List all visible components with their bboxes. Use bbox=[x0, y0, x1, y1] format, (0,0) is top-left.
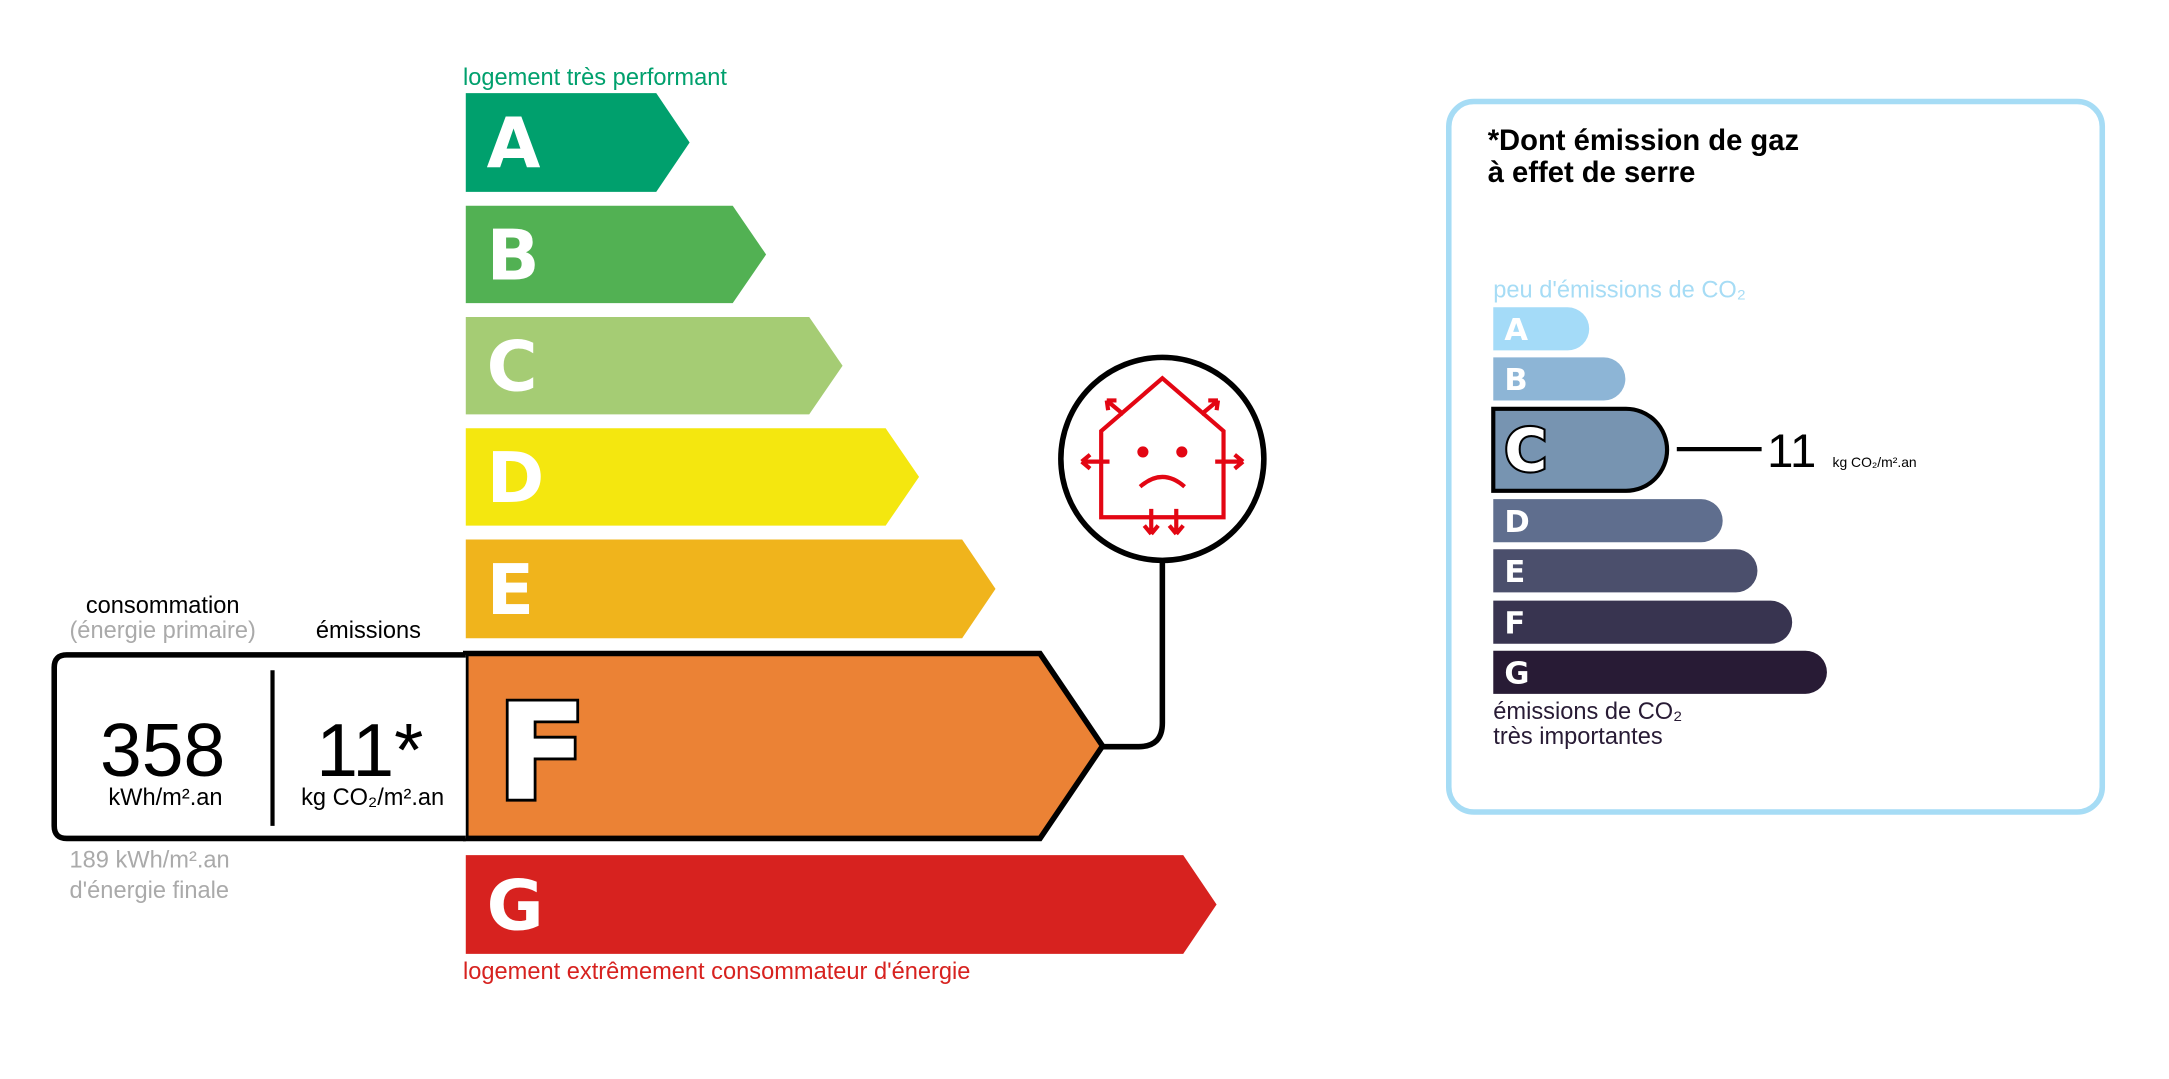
ges-class-b: B bbox=[1493, 357, 1626, 401]
ges-top-label: peu d'émissions de CO₂ bbox=[1493, 278, 1746, 304]
energy-bar bbox=[465, 205, 767, 304]
ges-value: 11 bbox=[1767, 425, 1816, 478]
emissions-label: émissions bbox=[316, 618, 421, 644]
consumption-unit: kWh/m².an bbox=[108, 785, 222, 811]
energy-bar bbox=[465, 855, 1217, 954]
ges-bar bbox=[1493, 307, 1590, 351]
energy-bar bbox=[465, 317, 843, 415]
energy-class-g: G bbox=[465, 855, 1217, 954]
ges-class-d: D bbox=[1493, 499, 1723, 543]
energy-class-d: D bbox=[465, 428, 920, 526]
emissions-unit: kg CO₂/m².an bbox=[301, 785, 444, 811]
ges-class-letter: F bbox=[1504, 606, 1525, 641]
consumption-sublabel: (énergie primaire) bbox=[69, 618, 255, 644]
energy-top-label: logement très performant bbox=[463, 65, 727, 91]
ges-class-e: E bbox=[1493, 549, 1758, 593]
ges-bar bbox=[1493, 549, 1758, 593]
ges-class-letter: G bbox=[1504, 656, 1529, 691]
ges-bar bbox=[1493, 499, 1723, 543]
ges-class-f: F bbox=[1493, 600, 1793, 644]
ges-bar bbox=[1491, 406, 1670, 493]
ges-bottom-label-line1: émissions de CO₂ bbox=[1493, 699, 1682, 725]
energy-class-letter: B bbox=[487, 215, 540, 296]
energy-class-c: C bbox=[465, 317, 843, 415]
ges-class-letter: C bbox=[1504, 417, 1547, 485]
energy-class-letter: F bbox=[496, 676, 587, 831]
ges-class-c: C bbox=[1491, 406, 1670, 493]
ges-bar bbox=[1493, 357, 1626, 401]
energy-bottom-label: logement extrêmement consommateur d'éner… bbox=[463, 959, 970, 985]
poorly-insulated-house-icon bbox=[1058, 354, 1267, 750]
energy-class-a: A bbox=[465, 93, 690, 192]
ges-class-letter: B bbox=[1504, 363, 1527, 398]
ges-class-a: A bbox=[1493, 307, 1590, 351]
energy-bar bbox=[465, 93, 690, 192]
ges-bar bbox=[1493, 650, 1827, 694]
ges-title-line1: *Dont émission de gaz bbox=[1488, 125, 1799, 157]
emissions-value: 11* bbox=[316, 708, 423, 792]
final-energy-label: d'énergie finale bbox=[70, 878, 230, 904]
consumption-value: 358 bbox=[100, 708, 225, 792]
ges-panel: *Dont émission de gaz à effet de serre p… bbox=[1446, 98, 2106, 815]
energy-class-e: E bbox=[465, 539, 996, 639]
energy-bar bbox=[465, 428, 920, 526]
energy-class-letter: C bbox=[487, 327, 538, 408]
energy-class-letter: D bbox=[487, 438, 545, 519]
final-energy-value: 189 kWh/m².an bbox=[70, 848, 230, 874]
ges-bottom-label-line2: très importantes bbox=[1493, 724, 1662, 750]
energy-value-box: consommation (énergie primaire) émission… bbox=[51, 593, 466, 904]
energy-class-b: B bbox=[465, 205, 767, 304]
ges-class-letter: E bbox=[1504, 555, 1525, 590]
energy-class-letter: G bbox=[487, 866, 544, 947]
ges-unit: kg CO₂/m².an bbox=[1833, 454, 1917, 470]
energy-class-f: F bbox=[462, 650, 1106, 842]
energy-class-letter: A bbox=[487, 104, 541, 185]
ges-class-letter: A bbox=[1504, 313, 1528, 348]
ges-class-letter: D bbox=[1504, 505, 1529, 540]
consumption-label: consommation bbox=[86, 593, 240, 619]
energy-bar bbox=[465, 539, 996, 639]
ges-title-line2: à effet de serre bbox=[1488, 157, 1696, 189]
ges-bar bbox=[1493, 600, 1793, 644]
energy-class-letter: E bbox=[487, 550, 534, 631]
value-box-outline bbox=[51, 652, 466, 842]
ges-class-g: G bbox=[1493, 650, 1827, 694]
